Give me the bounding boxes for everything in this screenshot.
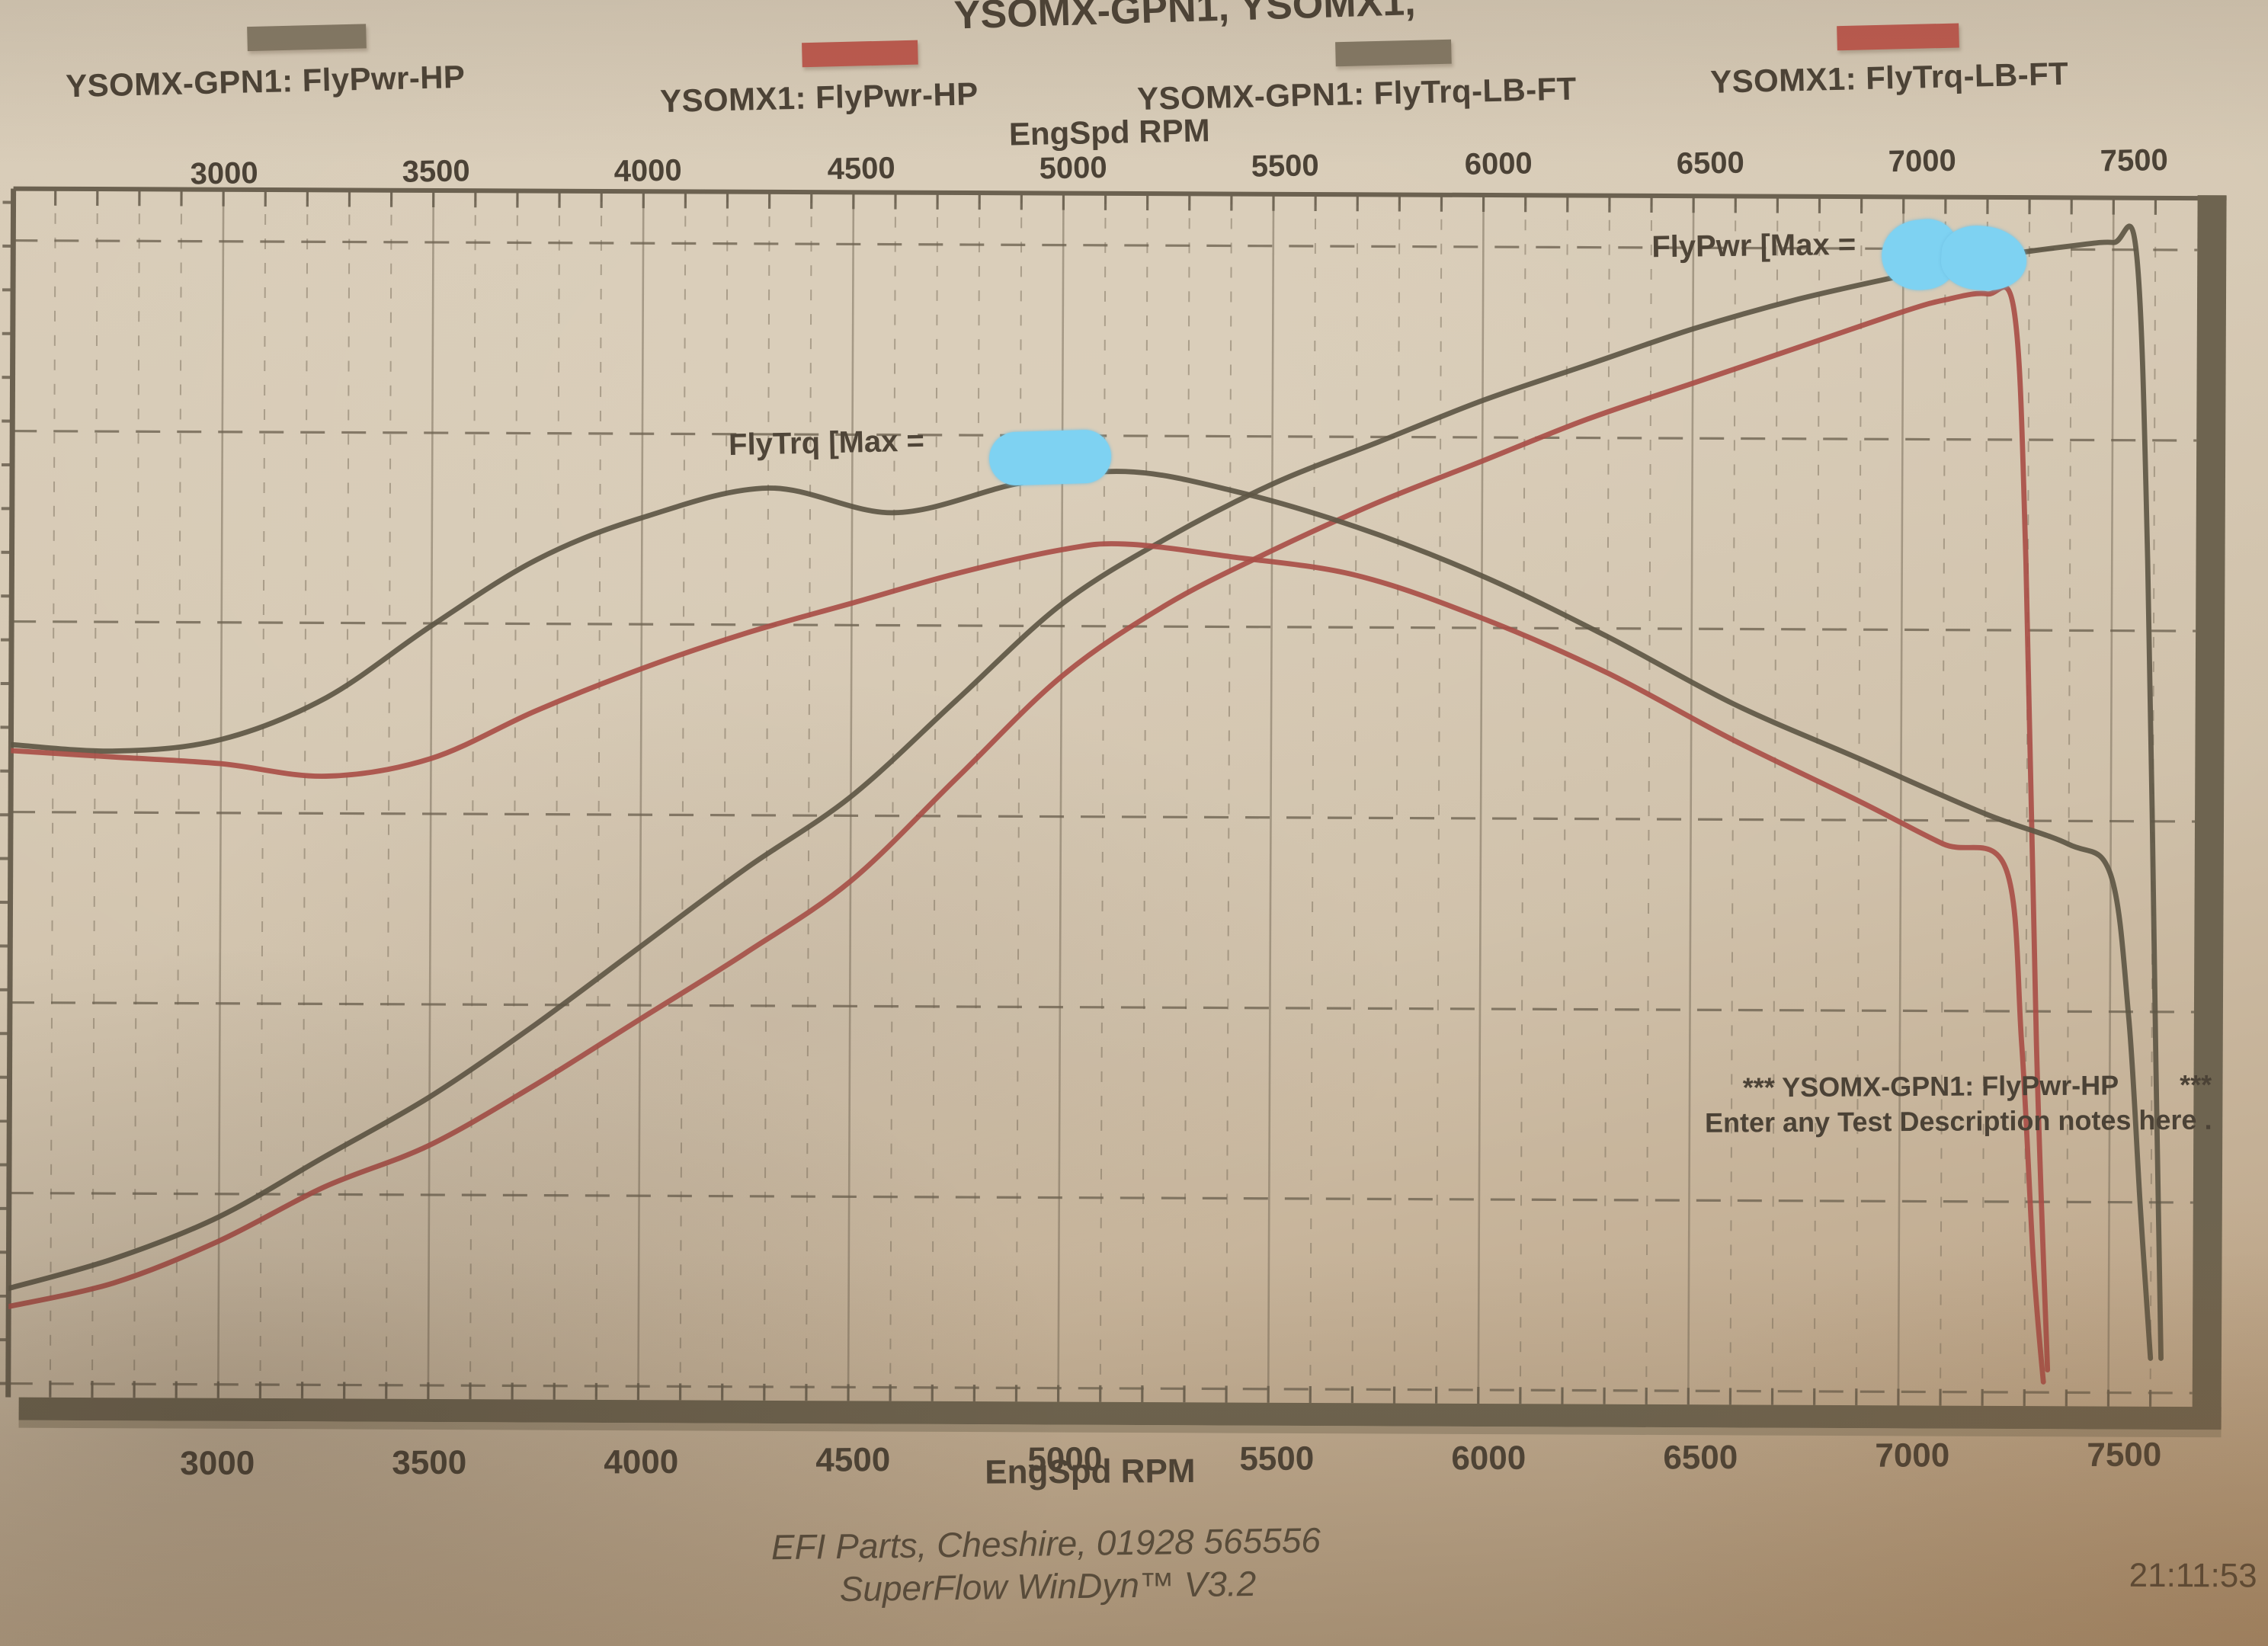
test-description-notes: *** YSOMX-GPN1: FlyPwr-HP *** Enter any … xyxy=(1553,1070,2212,1141)
x-tick-bottom-7000: 7000 xyxy=(1874,1436,1949,1475)
notes-line1-stars: *** xyxy=(2180,1069,2212,1100)
x-tick-bottom-6500: 6500 xyxy=(1662,1437,1738,1476)
footer-timestamp: 21:11:53 xyxy=(2129,1555,2257,1595)
x-tick-bottom-7500: 7500 xyxy=(2086,1435,2161,1475)
x-tick-bottom-3500: 3500 xyxy=(391,1443,466,1481)
x-tick-bottom-6000: 6000 xyxy=(1450,1438,1526,1477)
x-axis-label-bottom: EngSpd RPM xyxy=(985,1451,1196,1491)
x-tick-bottom-4500: 4500 xyxy=(815,1440,890,1480)
flypwr-max-annotation: FlyPwr [Max = xyxy=(1651,228,1856,265)
curve-ysomx-gpn1-flypwr-hp xyxy=(8,223,2164,1361)
x-tick-bottom-3000: 3000 xyxy=(179,1443,255,1483)
x-tick-bottom-4000: 4000 xyxy=(603,1442,678,1481)
censor-blob-flytrq-value xyxy=(988,429,1113,486)
curve-ysomx1-flytrq-lb-ft xyxy=(8,541,2046,1385)
footer-software-version: SuperFlow WinDyn™ V3.2 xyxy=(839,1563,1257,1609)
x-tick-bottom-5500: 5500 xyxy=(1238,1439,1314,1478)
curve-ysomx1-flypwr-hp xyxy=(8,284,2051,1373)
curve-ysomx-gpn1-flytrq-lb-ft xyxy=(8,469,2154,1361)
notes-line2-text: Enter any Test Description notes here . xyxy=(1704,1104,2212,1138)
footer-shop-info: EFI Parts, Cheshire, 01928 565556 xyxy=(770,1520,1321,1568)
notes-line1-text: *** YSOMX-GPN1: FlyPwr-HP xyxy=(1742,1070,2119,1103)
flytrq-max-annotation: FlyTrq [Max = xyxy=(728,424,925,463)
